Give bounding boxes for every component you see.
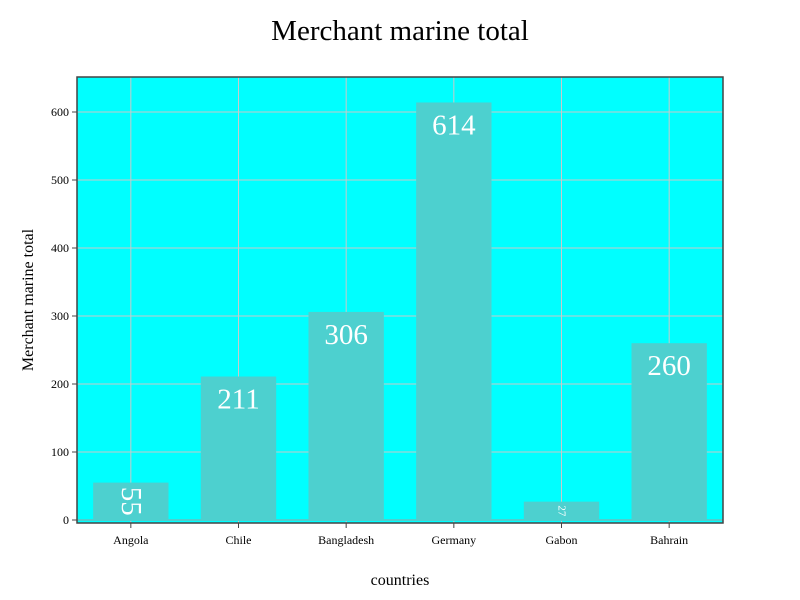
bar-value-label: 211 bbox=[217, 384, 259, 416]
y-tick-label: 600 bbox=[51, 105, 69, 119]
y-tick-label: 0 bbox=[63, 513, 69, 527]
y-tick-label: 500 bbox=[51, 173, 69, 187]
y-tick-label: 400 bbox=[51, 241, 69, 255]
x-tick-label: Bahrain bbox=[650, 533, 688, 547]
bar-bahrain bbox=[631, 343, 707, 520]
bar-germany bbox=[416, 102, 492, 520]
x-tick-label: Angola bbox=[113, 533, 149, 547]
plot-frame bbox=[76, 76, 724, 524]
x-tick-label: Gabon bbox=[546, 533, 578, 547]
plot-area bbox=[77, 77, 723, 523]
chart-title: Merchant marine total bbox=[271, 15, 529, 47]
bar-value-label: 260 bbox=[647, 350, 691, 382]
y-axis-title: Merchant marine total bbox=[20, 228, 37, 371]
y-tick-label: 100 bbox=[51, 445, 69, 459]
x-tick-label: Germany bbox=[432, 533, 477, 547]
y-axis-ticks: 0 100 200 300 400 500 600 bbox=[51, 105, 77, 527]
x-tick-label: Bangladesh bbox=[318, 533, 374, 547]
bar-gabon bbox=[523, 501, 600, 520]
y-tick-label: 200 bbox=[51, 377, 69, 391]
y-tick-label: 300 bbox=[51, 309, 69, 323]
x-tick-label: Chile bbox=[226, 533, 252, 547]
bar-value-label: 55 bbox=[115, 487, 147, 516]
bar-bangladesh bbox=[308, 311, 384, 520]
bar-chile bbox=[200, 376, 277, 520]
bar-angola bbox=[93, 482, 169, 520]
bar-value-label: 306 bbox=[324, 319, 368, 351]
x-axis-ticks: Angola Chile Bangladesh Germany Gabon Bahrain bbox=[113, 523, 688, 547]
bar-value-label: 27 bbox=[556, 505, 568, 517]
bar-value-label: 614 bbox=[432, 109, 476, 141]
bars: 55 211 306 614 27 260 bbox=[93, 102, 707, 520]
x-axis-title: countries bbox=[371, 572, 430, 589]
